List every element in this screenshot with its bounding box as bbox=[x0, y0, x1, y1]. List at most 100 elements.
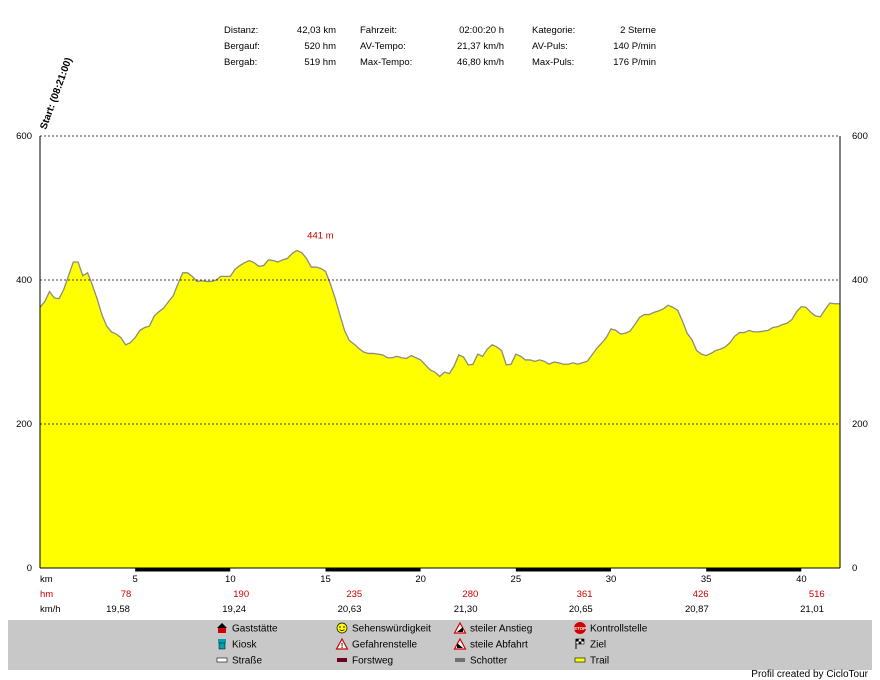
stats-value: 426 bbox=[693, 589, 709, 600]
summary-label: Max-Tempo: bbox=[360, 57, 412, 68]
summary-value: 140 P/min bbox=[613, 41, 656, 52]
legend-item: Straße bbox=[216, 656, 262, 667]
x-tick-label: 35 bbox=[701, 574, 712, 585]
start-label: Start: (08:21:00) bbox=[38, 56, 74, 131]
peak-label: 441 m bbox=[307, 230, 333, 241]
legend-item: Kiosk bbox=[218, 639, 257, 651]
summary-value: 2 Sterne bbox=[620, 25, 656, 36]
y-tick-label: 0 bbox=[27, 563, 32, 574]
flag-check bbox=[576, 639, 579, 642]
stats-value: 20,87 bbox=[685, 604, 709, 615]
stats-value: 235 bbox=[346, 589, 362, 600]
legend-item: Ziel bbox=[575, 638, 606, 651]
kiosk-icon bbox=[218, 639, 226, 650]
stats-value: 361 bbox=[577, 589, 593, 600]
stats-value: 190 bbox=[233, 589, 249, 600]
summary-value: 21,37 km/h bbox=[457, 41, 504, 52]
eye bbox=[339, 626, 341, 628]
road-swatch bbox=[216, 657, 228, 663]
legend-label: Gaststätte bbox=[232, 624, 278, 635]
steep-climb-icon bbox=[453, 621, 467, 634]
x-tick-label: 20 bbox=[415, 574, 426, 585]
legend-label: Kiosk bbox=[232, 640, 257, 651]
legend-item: Trail bbox=[574, 656, 609, 667]
legend-label: Schotter bbox=[470, 656, 508, 667]
mouth bbox=[339, 629, 345, 631]
legend-item: Sehenswürdigkeit bbox=[336, 622, 431, 635]
legend-item: steile Abfahrt bbox=[453, 637, 528, 651]
credit-text: Profil created by CicloTour bbox=[751, 669, 868, 680]
summary-label: AV-Tempo: bbox=[360, 41, 406, 52]
x-tick-label: 30 bbox=[606, 574, 617, 585]
swatch bbox=[337, 658, 347, 662]
x-tick-label: 15 bbox=[320, 574, 331, 585]
y-tick-label: 400 bbox=[16, 275, 32, 286]
legend-label: Sehenswürdigkeit bbox=[352, 624, 431, 635]
elevation-area bbox=[40, 250, 840, 569]
stats-value: 516 bbox=[809, 589, 825, 600]
stop-icon: STOP bbox=[574, 622, 586, 634]
smiley-face bbox=[336, 622, 348, 634]
x-tick-label: 40 bbox=[796, 574, 807, 585]
y-tick-label-right: 600 bbox=[852, 131, 868, 142]
stats-value: 21,30 bbox=[454, 604, 478, 615]
summary-label: Distanz: bbox=[224, 25, 258, 36]
summary-value: 519 hm bbox=[304, 57, 336, 68]
km-scale-segment bbox=[40, 568, 136, 572]
slope bbox=[457, 643, 463, 648]
stats-value: 280 bbox=[462, 589, 478, 600]
kiosk-base bbox=[218, 642, 226, 650]
km-scale-segment bbox=[420, 568, 516, 572]
kiosk-top bbox=[218, 639, 226, 643]
legend-item: Gaststätte bbox=[217, 623, 278, 635]
restaurant-icon bbox=[217, 623, 227, 633]
summary-label: Bergab: bbox=[224, 57, 257, 68]
roof-shape bbox=[217, 623, 227, 628]
legend-item: STOP Kontrollstelle bbox=[574, 622, 648, 635]
stats-value: 20,63 bbox=[338, 604, 362, 615]
legend-label: Straße bbox=[232, 656, 262, 667]
stats-value: 78 bbox=[121, 589, 132, 600]
x-tick-label: 10 bbox=[225, 574, 236, 585]
legend-item: Schotter bbox=[455, 656, 508, 667]
km-scale-segment bbox=[706, 568, 802, 572]
legend-items: Gaststätte Kiosk Straße Sehenswürdigkeit ! Ge… bbox=[216, 621, 648, 667]
km-scale-segment bbox=[801, 568, 840, 572]
summary-value: 520 hm bbox=[304, 41, 336, 52]
trail-swatch bbox=[574, 657, 586, 663]
y-tick-label: 200 bbox=[16, 419, 32, 430]
legend-label: steiler Anstieg bbox=[470, 624, 532, 635]
km-scale-segment bbox=[135, 568, 231, 572]
y-tick-label-right: 200 bbox=[852, 419, 868, 430]
slope bbox=[457, 627, 463, 632]
summary-label: Bergauf: bbox=[224, 41, 260, 52]
summary-label: Fahrzeit: bbox=[360, 25, 397, 36]
flag-check bbox=[578, 641, 582, 644]
swatch bbox=[216, 657, 228, 663]
summary-label: AV-Puls: bbox=[532, 41, 568, 52]
stats-value: 21,01 bbox=[800, 604, 824, 615]
forest-path-swatch bbox=[337, 658, 347, 662]
summary-value: 42,03 km bbox=[297, 25, 336, 36]
legend-item: Forstweg bbox=[337, 656, 393, 667]
legend-item: steiler Anstieg bbox=[453, 621, 532, 635]
swatch bbox=[574, 657, 586, 663]
stats-value: 19,24 bbox=[222, 604, 246, 615]
elevation-chart: Distanz: 42,03 km Fahrzeit: 02:00:20 h Kateg… bbox=[16, 25, 868, 615]
x-axis-label: km bbox=[40, 574, 53, 585]
gravel-swatch bbox=[455, 658, 465, 662]
y-tick-label-right: 0 bbox=[852, 563, 857, 574]
km-scale-segment bbox=[325, 568, 421, 572]
legend-label: Kontrollstelle bbox=[590, 624, 648, 635]
km-scale-segment bbox=[230, 568, 326, 572]
stats-row-label: km/h bbox=[40, 604, 61, 615]
legend-item: ! Gefahrenstelle bbox=[335, 637, 417, 651]
stats-value: 20,65 bbox=[569, 604, 593, 615]
summary-value: 02:00:20 h bbox=[459, 25, 504, 36]
km-scale-segment bbox=[515, 568, 612, 572]
stop-sign bbox=[574, 622, 586, 634]
swatch bbox=[455, 658, 465, 662]
legend-label: Ziel bbox=[590, 640, 606, 651]
steep-descent-icon bbox=[453, 637, 467, 650]
finish-flag-icon bbox=[575, 638, 585, 649]
